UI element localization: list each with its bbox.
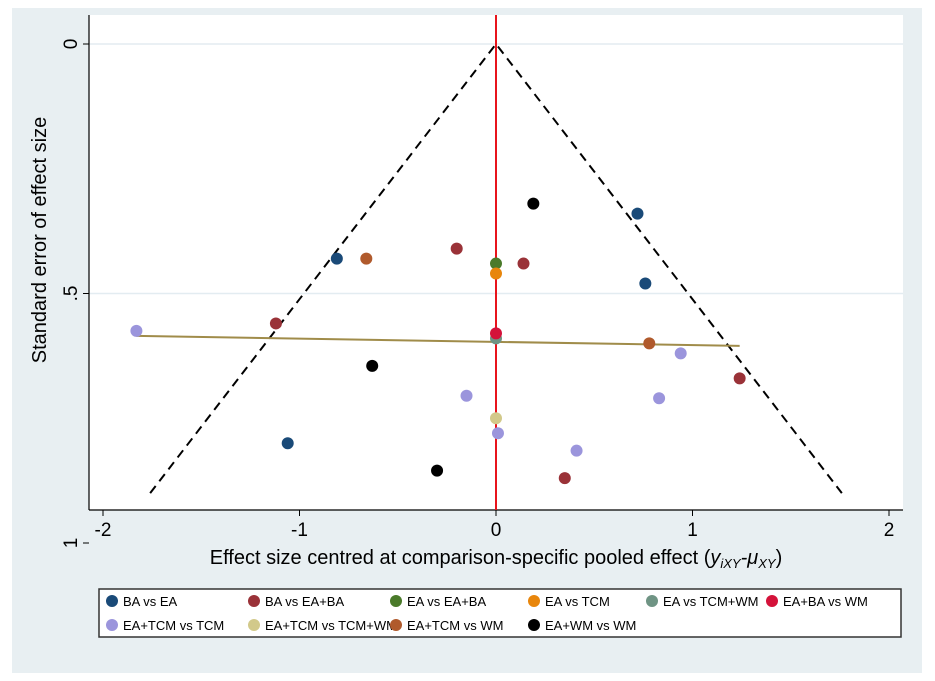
legend-label: BA vs EA+BA [265, 594, 344, 609]
data-point [491, 427, 504, 440]
data-point [631, 207, 644, 220]
legend-label: EA+TCM vs TCM [123, 618, 224, 633]
legend-marker [248, 595, 260, 607]
x-axis-label: Effect size centred at comparison-specif… [210, 547, 783, 571]
legend [98, 588, 902, 638]
y-tick-label: .5 [61, 286, 82, 302]
data-point [639, 277, 652, 290]
legend-marker [528, 619, 540, 631]
data-point [490, 267, 502, 280]
y-tick-label: 0 [61, 39, 82, 50]
x-tick-label: -2 [95, 520, 112, 541]
legend-label: EA+BA vs WM [783, 594, 868, 609]
data-point [450, 242, 463, 255]
regression-line [136, 334, 740, 347]
data-point [269, 317, 282, 330]
legend-marker [248, 619, 260, 631]
y-tick-label: 1 [61, 538, 82, 549]
data-point [733, 372, 746, 385]
legend-label: EA+TCM vs TCM+WM [265, 618, 397, 633]
x-tick-label: 0 [491, 520, 502, 541]
y-axis-label: Standard error of effect size [29, 117, 51, 363]
data-point [527, 197, 540, 210]
data-point [360, 252, 373, 265]
legend-marker [528, 595, 540, 607]
data-point [366, 359, 379, 372]
data-point [517, 257, 530, 270]
data-point [460, 389, 473, 402]
legend-marker [766, 595, 778, 607]
legend-label: EA+WM vs WM [545, 618, 636, 633]
legend-label: EA+TCM vs WM [407, 618, 503, 633]
x-tick-label: -1 [291, 520, 308, 541]
legend-marker [106, 619, 118, 631]
funnel-boundary [149, 42, 843, 494]
data-point [558, 472, 571, 485]
legend-label: EA vs TCM+WM [663, 594, 758, 609]
x-tick-label: 1 [687, 520, 698, 541]
data-point [281, 437, 294, 450]
data-point [653, 392, 666, 405]
legend-marker [390, 619, 402, 631]
legend-label: EA vs EA+BA [407, 594, 486, 609]
data-point [490, 327, 502, 340]
x-tick-label: 2 [884, 520, 895, 541]
data-point [130, 324, 143, 337]
legend-marker [106, 595, 118, 607]
data-point [570, 444, 583, 457]
data-point [490, 412, 502, 425]
legend-label: BA vs EA [123, 594, 178, 609]
data-point [674, 347, 687, 360]
data-point [330, 252, 343, 265]
legend-label: EA vs TCM [545, 594, 610, 609]
data-point [431, 464, 444, 477]
data-point [490, 257, 502, 270]
data-point [643, 337, 656, 350]
legend-marker [646, 595, 658, 607]
legend-marker [390, 595, 402, 607]
